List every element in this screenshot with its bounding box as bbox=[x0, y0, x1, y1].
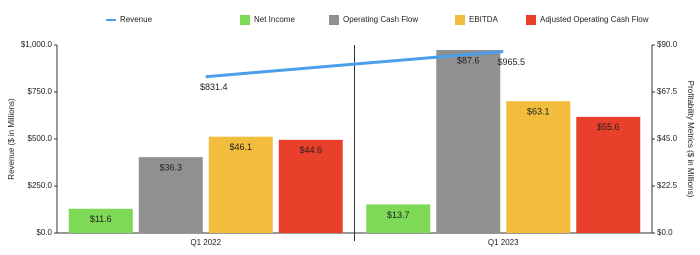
bar bbox=[68, 208, 133, 233]
value-label: $11.6 bbox=[90, 214, 112, 224]
value-label: $87.6 bbox=[457, 55, 480, 65]
bar bbox=[436, 50, 501, 233]
legend-swatch bbox=[455, 15, 465, 25]
legend-label: Net Income bbox=[254, 15, 295, 24]
bar bbox=[366, 204, 431, 233]
line bbox=[205, 49, 504, 79]
value-label: $55.6 bbox=[597, 122, 620, 132]
bar bbox=[208, 136, 273, 233]
y2-tick-label: $0.0 bbox=[657, 228, 673, 237]
y-axis-title: Revenue ($ in Millions) bbox=[7, 98, 16, 180]
value-label: $63.1 bbox=[527, 107, 550, 117]
bar bbox=[278, 139, 343, 233]
value-label: $46.1 bbox=[229, 142, 252, 152]
legend-label: EBITDA bbox=[469, 15, 499, 24]
bar bbox=[138, 157, 203, 233]
legend-swatch bbox=[329, 15, 339, 25]
y-tick-label: $250.0 bbox=[28, 181, 53, 190]
x-tick-label: Q1 2023 bbox=[488, 238, 519, 247]
bar bbox=[506, 101, 571, 234]
legend-swatch bbox=[526, 15, 536, 25]
value-label: $965.5 bbox=[497, 57, 525, 67]
y2-tick-label: $90.0 bbox=[657, 40, 678, 49]
y-tick-label: $1,000.0 bbox=[21, 40, 53, 49]
bar bbox=[576, 116, 641, 233]
value-label: $831.4 bbox=[200, 82, 228, 92]
y2-axis-title: Profitability Metrics ($ in Millions) bbox=[686, 81, 695, 198]
legend-label: Operating Cash Flow bbox=[343, 15, 418, 24]
y-tick-label: $500.0 bbox=[28, 134, 53, 143]
legend-label: Adjusted Operating Cash Flow bbox=[540, 15, 649, 24]
y-tick-label: $0.0 bbox=[36, 228, 52, 237]
value-label: $36.3 bbox=[159, 163, 182, 173]
y2-tick-label: $67.5 bbox=[657, 87, 678, 96]
y2-tick-label: $45.0 bbox=[657, 134, 678, 143]
x-tick-label: Q1 2022 bbox=[190, 238, 221, 247]
value-label: $44.6 bbox=[299, 145, 322, 155]
y-tick-label: $750.0 bbox=[28, 87, 53, 96]
y2-tick-label: $22.5 bbox=[657, 181, 678, 190]
legend-label: Revenue bbox=[120, 15, 153, 24]
legend-swatch bbox=[240, 15, 250, 25]
value-label: $13.7 bbox=[387, 210, 410, 220]
